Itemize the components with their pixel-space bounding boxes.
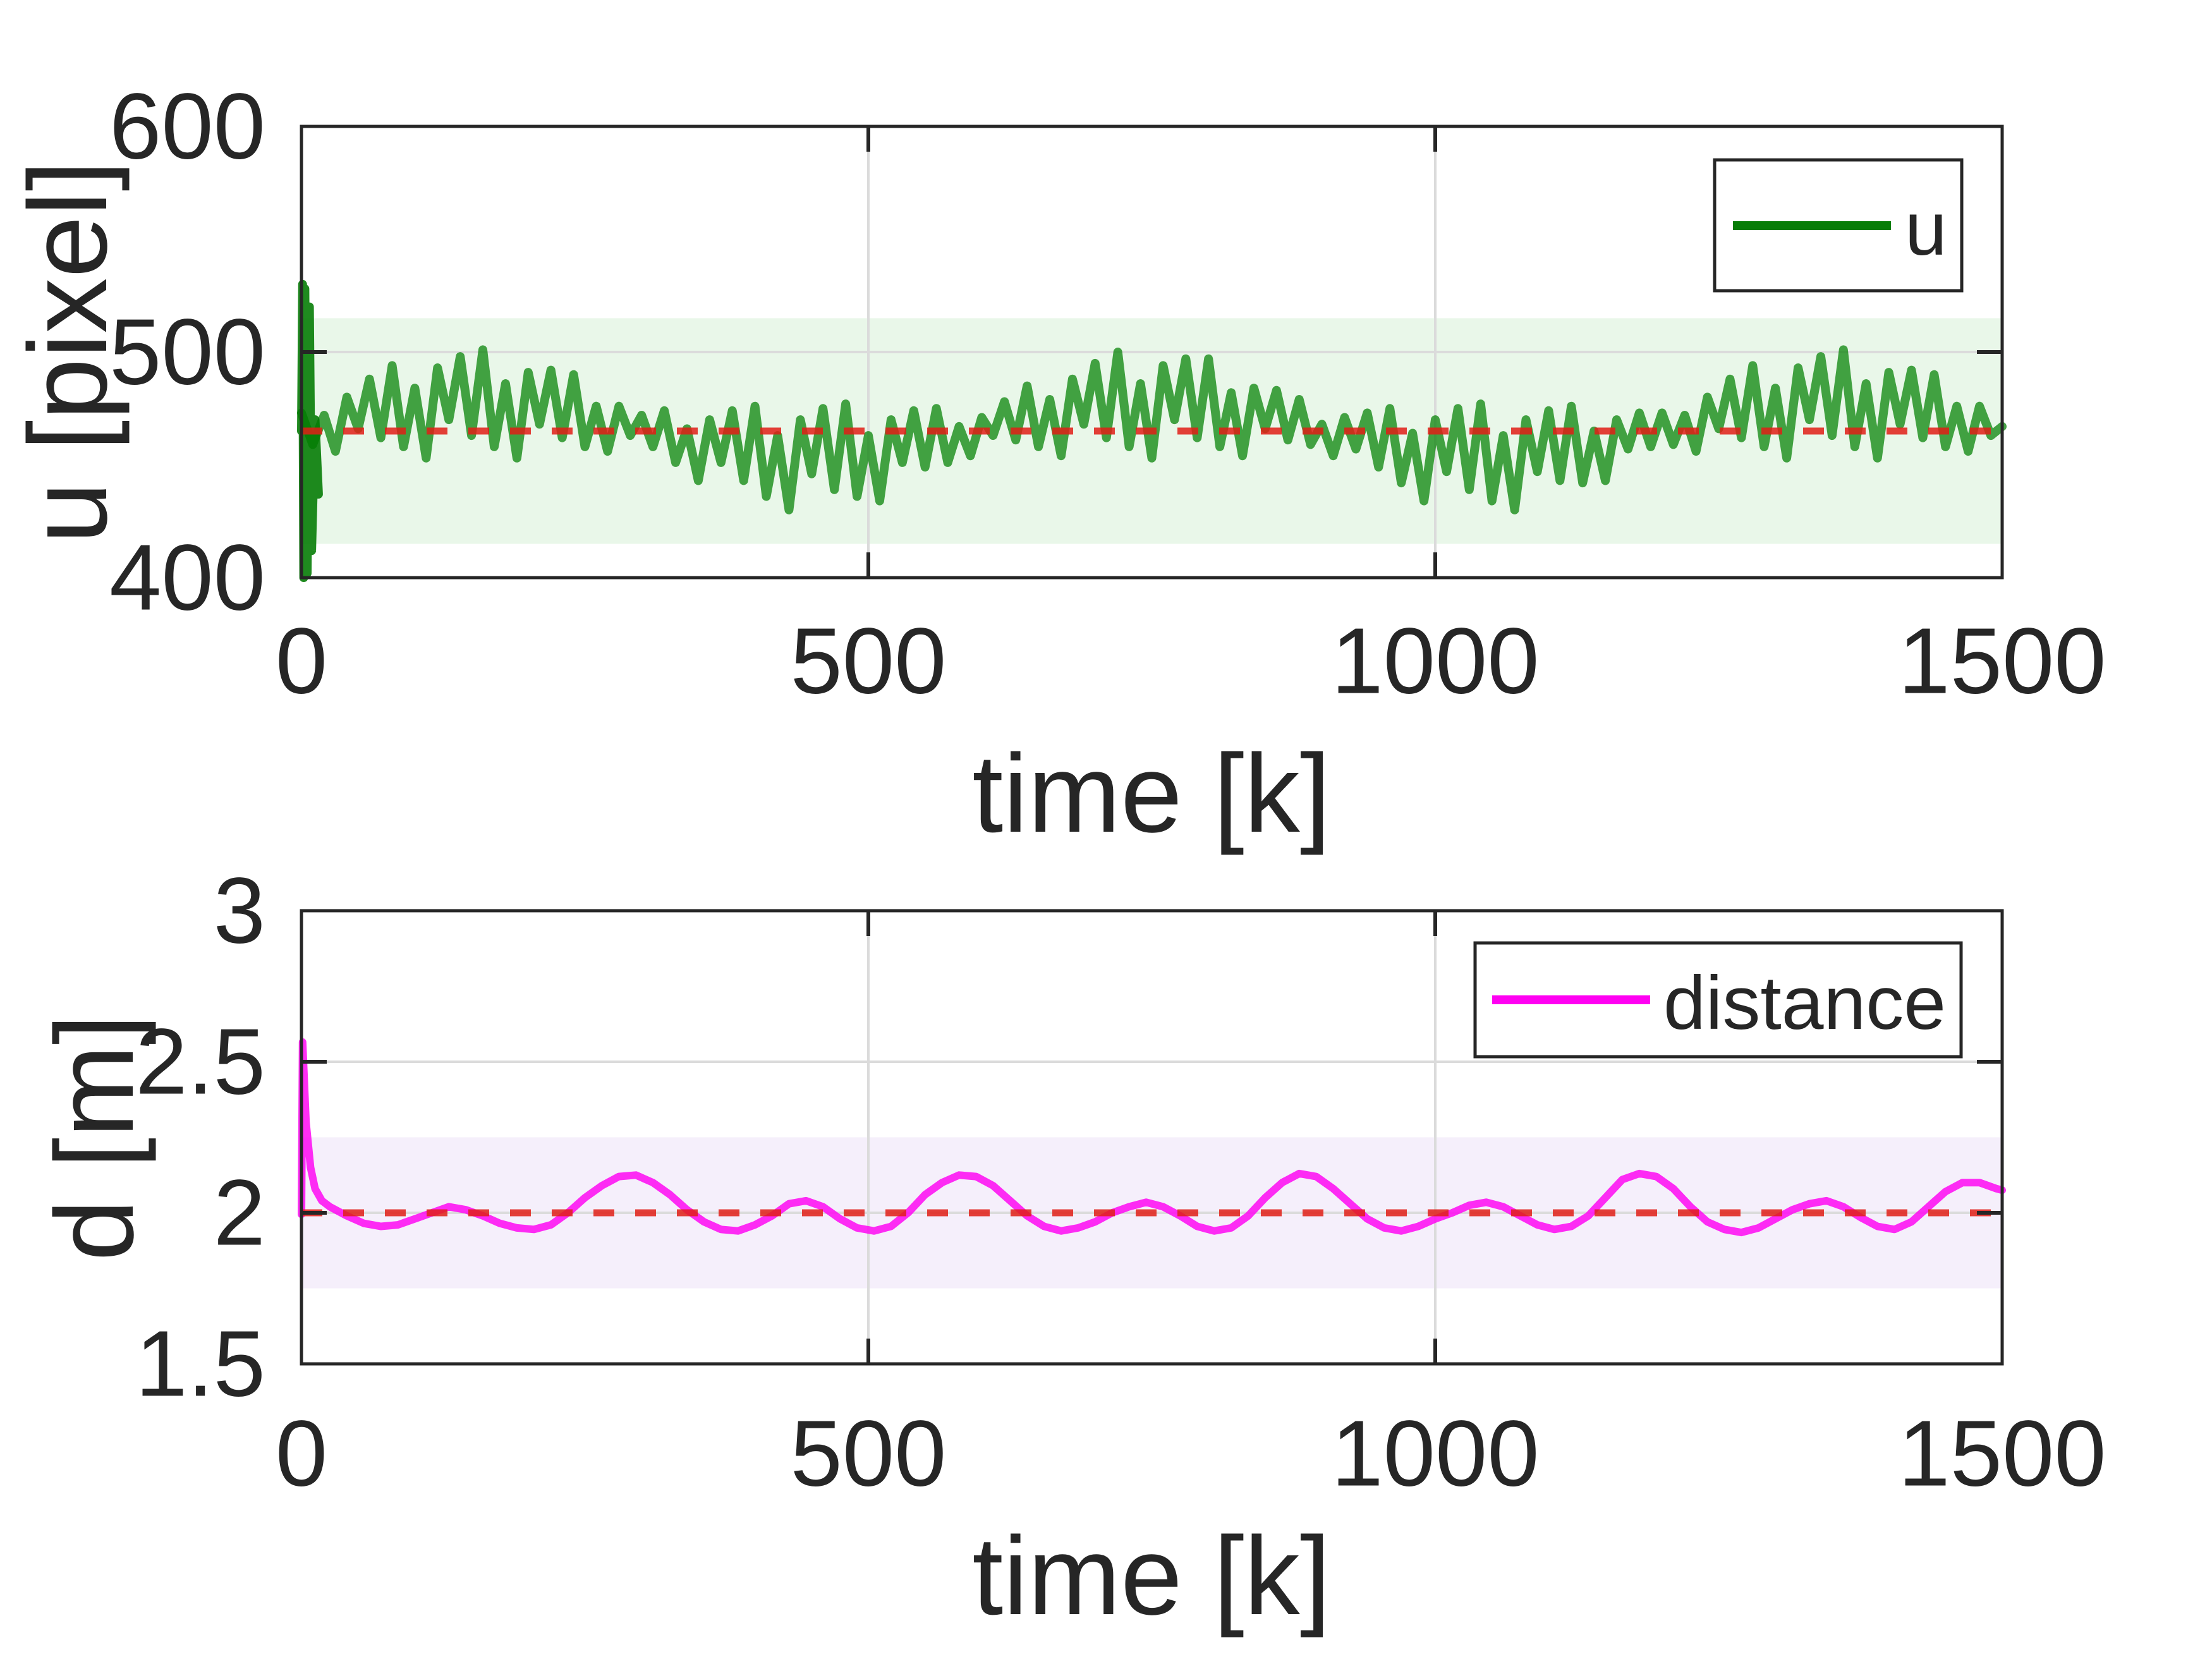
u-tick-labels: 0 500 1000 1500 400 500 600 — [109, 75, 2106, 714]
y-tick-label: 600 — [109, 75, 265, 179]
x-tick-label: 0 — [276, 609, 327, 714]
subplot-u: 0 500 1000 1500 400 500 600 time [k] u [pixel]… — [6, 75, 2106, 856]
x-tick-label: 0 — [276, 1402, 327, 1506]
d-series-line — [298, 1038, 2006, 1237]
d-axes-frame — [300, 909, 2004, 1366]
d-legend: distance — [1473, 941, 1963, 1059]
d-xlabel: time [k] — [972, 1514, 1330, 1638]
d-legend-label: distance — [1663, 961, 1946, 1045]
d-tick-labels: 0 500 1000 1500 1.5 2 2.5 3 — [135, 859, 2106, 1506]
y-tick-label: 1.5 — [135, 1312, 265, 1416]
y-tick-label: 2 — [214, 1161, 265, 1265]
u-tick-marks — [301, 126, 2002, 578]
u-legend: u — [1713, 158, 1964, 293]
d-ylabel: d [m] — [33, 1014, 157, 1261]
u-grid-layer — [301, 126, 2002, 578]
x-tick-label: 500 — [791, 609, 947, 714]
x-tick-label: 1000 — [1331, 609, 1539, 714]
x-tick-label: 500 — [791, 1402, 947, 1506]
subplot-d: 0 500 1000 1500 1.5 2 2.5 3 time [k] d [m] dist… — [33, 859, 2106, 1639]
u-xlabel: time [k] — [972, 732, 1330, 856]
y-tick-label: 500 — [109, 300, 265, 404]
x-tick-label: 1000 — [1331, 1402, 1539, 1506]
x-tick-label: 1500 — [1898, 1402, 2106, 1506]
x-tick-label: 1500 — [1898, 609, 2106, 714]
u-legend-label: u — [1905, 186, 1947, 271]
y-tick-label: 2.5 — [135, 1010, 265, 1114]
u-ylabel: u [pixel] — [6, 161, 130, 544]
y-tick-label: 400 — [109, 526, 265, 630]
u-series-line — [297, 345, 2007, 514]
d-tick-marks — [301, 911, 2002, 1364]
y-tick-label: 3 — [214, 859, 265, 963]
